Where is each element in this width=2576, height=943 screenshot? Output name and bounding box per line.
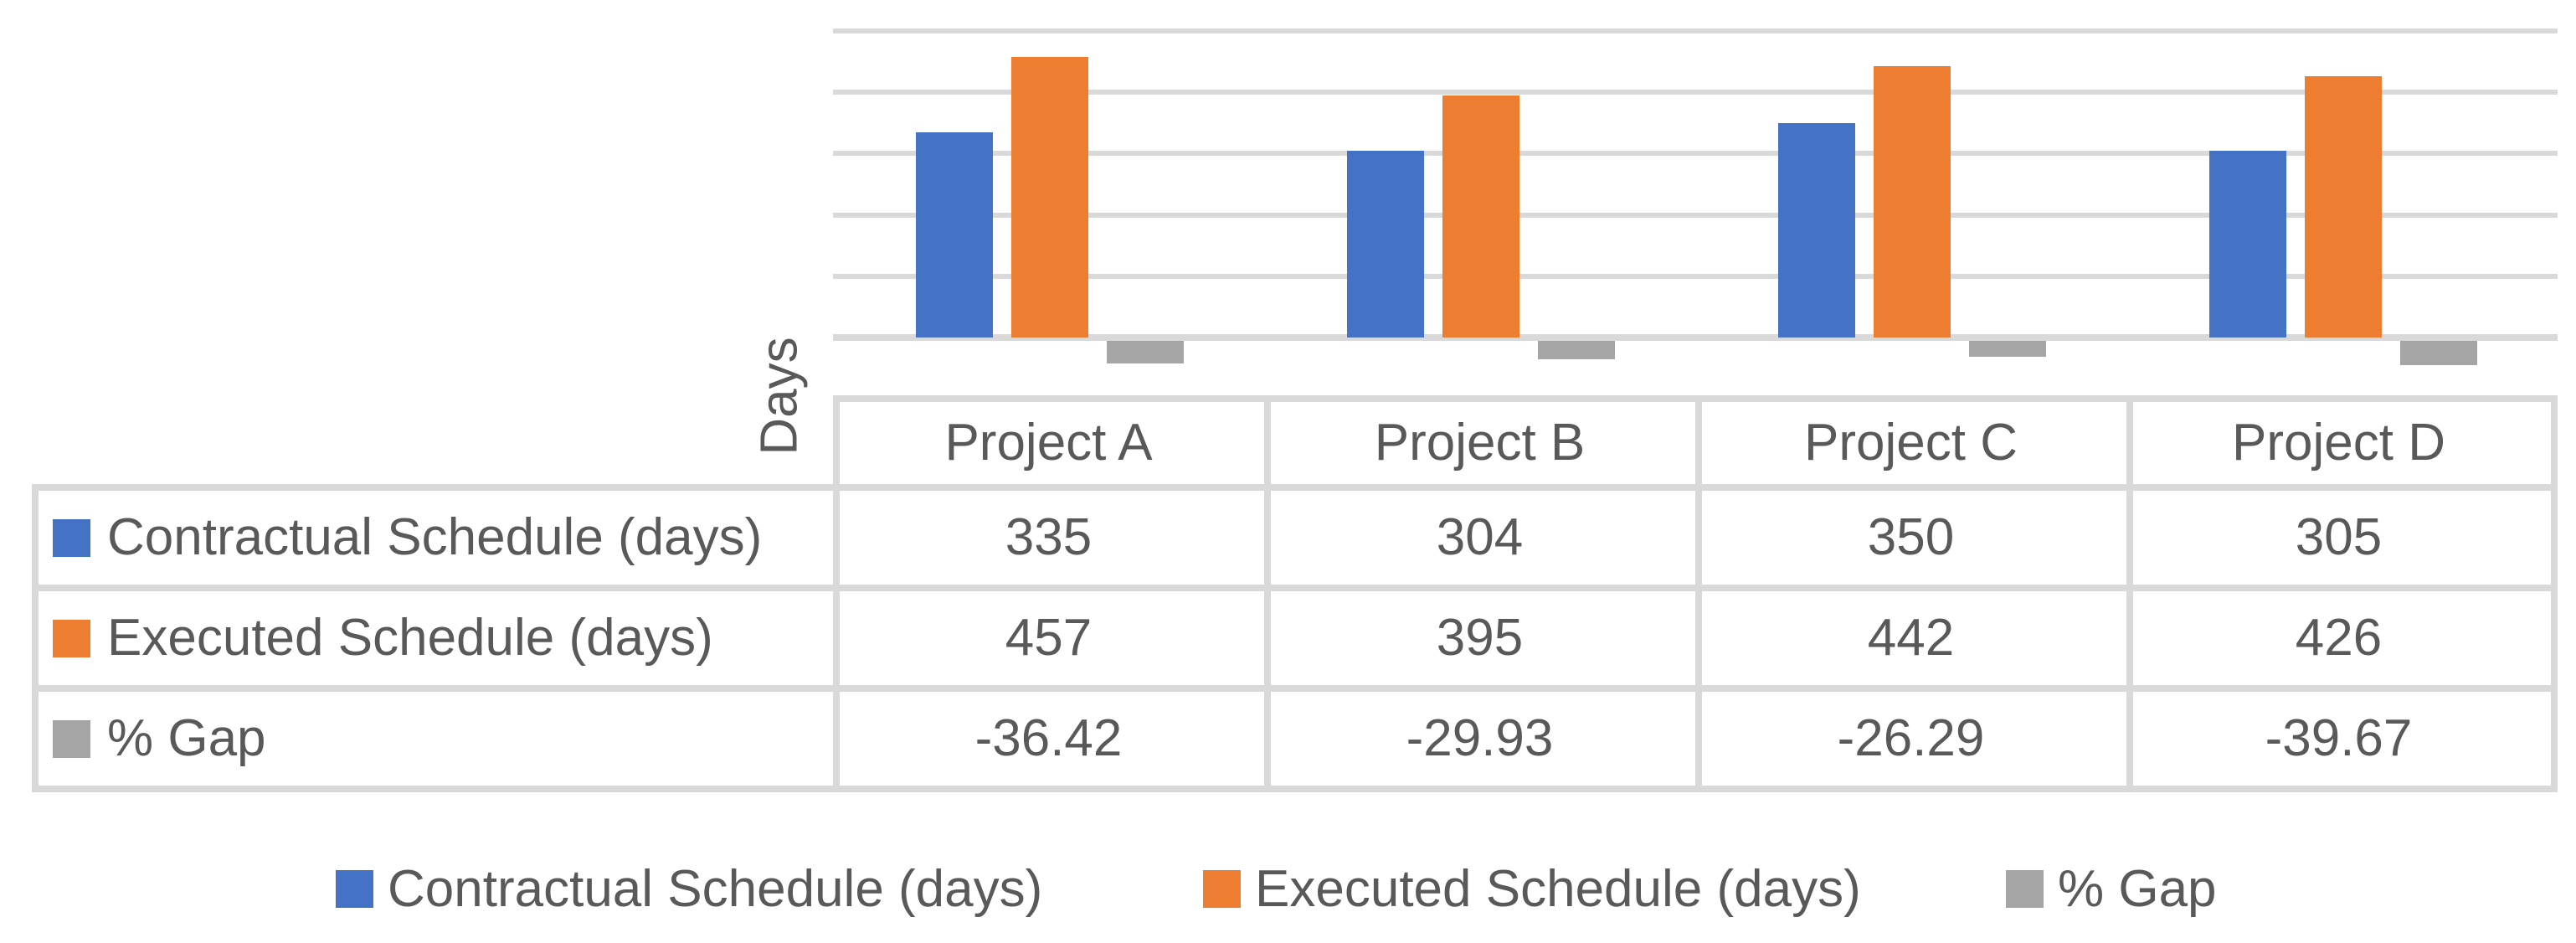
gridline-500 (833, 28, 2558, 33)
x-axis-line (833, 334, 2558, 341)
legend-item-0: Contractual Schedule (days) (336, 856, 1042, 921)
bar-project-d-series-2 (2400, 341, 2477, 365)
gridline-300 (833, 151, 2558, 156)
table-header-project-d: Project D (2232, 414, 2445, 472)
bar-project-b-series-1 (1442, 95, 1519, 338)
bar-project-c-series-1 (1874, 66, 1951, 338)
table-cell-r1-c0: 457 (1005, 609, 1093, 667)
legend-swatch (1203, 869, 1241, 908)
table-vline-4 (2551, 395, 2558, 792)
series-name: Executed Schedule (days) (107, 609, 713, 667)
y-axis-title: Days (750, 337, 809, 456)
table-hline-2 (32, 585, 2554, 591)
table-row-label-2: % Gap (32, 688, 854, 789)
table-hline-4 (32, 786, 2554, 792)
bar-project-d-series-0 (2209, 151, 2286, 338)
table-cell-r0-c3: 305 (2295, 508, 2383, 566)
bar-project-d-series-1 (2305, 76, 2382, 338)
legend-label: % Gap (2058, 859, 2217, 918)
gridline-400 (833, 90, 2558, 95)
table-cell-r1-c3: 426 (2295, 609, 2383, 667)
legend-key-swatch (53, 619, 90, 657)
series-name: % Gap (107, 709, 266, 767)
table-row-label-0: Contractual Schedule (days) (32, 487, 854, 588)
bar-project-b-series-0 (1347, 151, 1424, 338)
table-row-label-1: Executed Schedule (days) (32, 588, 854, 688)
bar-project-c-series-2 (1969, 341, 2046, 357)
gridline-200 (833, 213, 2558, 218)
table-vline-2 (1695, 395, 1702, 792)
table-cell-r2-c3: -39.67 (2265, 709, 2413, 767)
legend-swatch (336, 869, 373, 908)
table-vline-3 (2126, 395, 2133, 792)
bar-project-a-series-2 (1107, 341, 1184, 363)
legend-item-2: % Gap (2006, 856, 2217, 921)
table-hline-1 (32, 484, 2554, 491)
legend-label: Contractual Schedule (days) (388, 859, 1043, 918)
legend-swatch (2006, 869, 2044, 908)
table-cell-r2-c2: -26.29 (1837, 709, 1985, 767)
series-name: Contractual Schedule (days) (107, 508, 763, 566)
legend-key-swatch (53, 719, 90, 758)
table-vline-0 (833, 395, 840, 792)
table-header-project-a: Project A (944, 414, 1153, 472)
table-vline-left (32, 484, 39, 792)
table-cell-r2-c1: -29.93 (1406, 709, 1554, 767)
bar-project-c-series-0 (1778, 123, 1855, 338)
table-cell-r1-c1: 395 (1436, 609, 1524, 667)
bar-project-b-series-2 (1538, 341, 1615, 359)
table-hline-0 (833, 395, 2554, 402)
table-cell-r0-c0: 335 (1005, 508, 1093, 566)
table-cell-r0-c1: 304 (1436, 508, 1524, 566)
legend-label: Executed Schedule (days) (1255, 859, 1861, 918)
gridline-100 (833, 274, 2558, 279)
bar-project-a-series-1 (1011, 57, 1088, 338)
table-header-project-c: Project C (1804, 414, 2018, 472)
legend-item-1: Executed Schedule (days) (1203, 856, 1861, 921)
table-header-project-b: Project B (1374, 414, 1586, 472)
table-hline-3 (32, 685, 2554, 692)
table-cell-r2-c0: -36.42 (974, 709, 1123, 767)
table-vline-1 (1264, 395, 1271, 792)
legend-key-swatch (53, 518, 90, 557)
table-cell-r0-c2: 350 (1867, 508, 1955, 566)
table-cell-r1-c2: 442 (1867, 609, 1955, 667)
bar-project-a-series-0 (916, 132, 993, 338)
